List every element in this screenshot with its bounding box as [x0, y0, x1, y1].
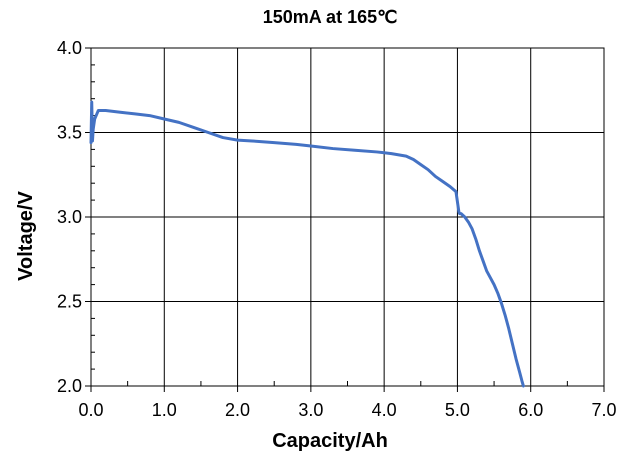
y-tick-label: 4.0	[57, 38, 82, 58]
y-tick-label: 3.0	[57, 207, 82, 227]
x-tick-label: 4.0	[372, 400, 397, 420]
y-tick-label: 2.5	[57, 292, 82, 312]
plot-frame	[90, 47, 605, 387]
x-tick-label: 2.0	[225, 400, 250, 420]
axis-ticks	[85, 47, 605, 392]
x-axis-label: Capacity/Ah	[272, 430, 388, 452]
x-tick-label: 7.0	[591, 400, 616, 420]
grid-lines	[90, 47, 605, 387]
x-tick-label: 5.0	[445, 400, 470, 420]
y-tick-label: 2.0	[57, 376, 82, 396]
x-tick-labels: 0.0 1.0 2.0 3.0 4.0 5.0 6.0 7.0	[78, 400, 616, 420]
y-tick-label: 3.5	[57, 123, 82, 143]
x-tick-label: 0.0	[78, 400, 103, 420]
y-axis-label: Voltage/V	[15, 191, 37, 281]
x-tick-label: 6.0	[518, 400, 543, 420]
series-line	[89, 100, 525, 388]
x-tick-label: 1.0	[152, 400, 177, 420]
y-tick-labels: 2.0 2.5 3.0 3.5 4.0	[57, 38, 82, 396]
chart-title: 150mA at 165℃	[263, 7, 398, 27]
series-group	[89, 100, 525, 388]
x-tick-label: 3.0	[298, 400, 323, 420]
